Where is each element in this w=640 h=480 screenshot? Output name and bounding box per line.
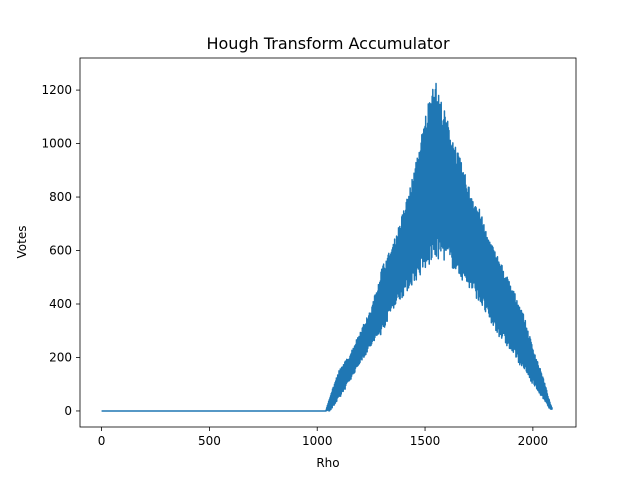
x-axis-label: Rho bbox=[316, 456, 339, 470]
y-tick-label: 200 bbox=[49, 350, 72, 364]
x-tick-label: 1500 bbox=[410, 434, 441, 448]
x-tick-label: 500 bbox=[198, 434, 221, 448]
series-line bbox=[101, 82, 553, 412]
y-tick-label: 1200 bbox=[41, 83, 72, 97]
axes-frame bbox=[79, 57, 577, 428]
chart-title: Hough Transform Accumulator bbox=[206, 34, 449, 53]
y-axis-ticks: 0 200 400 600 800 1000 1200 bbox=[41, 83, 80, 418]
x-tick-label: 1000 bbox=[302, 434, 333, 448]
plot-area bbox=[101, 82, 553, 412]
x-axis-ticks: 0 500 1000 1500 2000 bbox=[98, 427, 548, 448]
x-tick-label: 0 bbox=[98, 434, 106, 448]
y-axis-label: Votes bbox=[15, 226, 29, 259]
y-tick-label: 800 bbox=[49, 190, 72, 204]
x-tick-label: 2000 bbox=[518, 434, 549, 448]
y-tick-label: 1000 bbox=[41, 137, 72, 151]
y-tick-label: 0 bbox=[64, 404, 72, 418]
y-tick-label: 400 bbox=[49, 297, 72, 311]
y-tick-label: 600 bbox=[49, 244, 72, 258]
